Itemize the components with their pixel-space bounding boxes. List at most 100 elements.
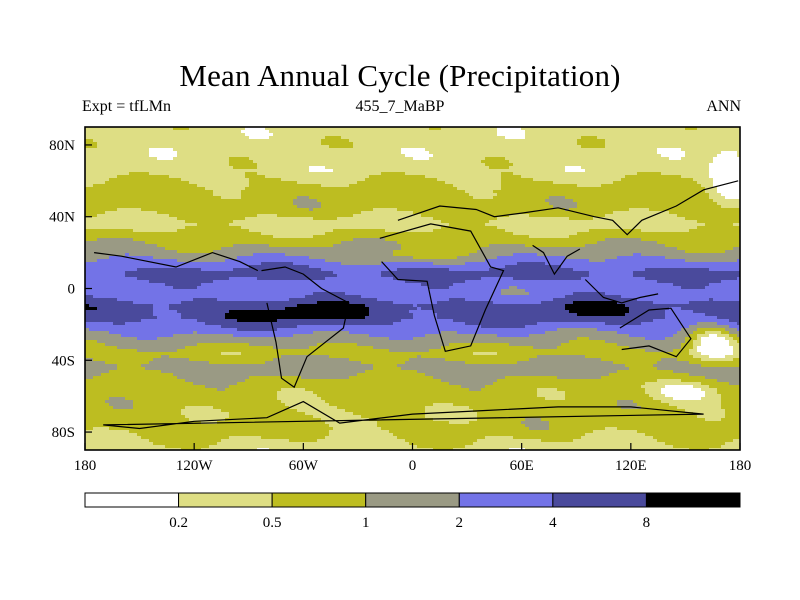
map-cell <box>125 214 130 218</box>
map-cell <box>697 193 702 197</box>
map-cell <box>657 172 662 176</box>
map-cell <box>625 139 630 143</box>
map-cell <box>205 127 210 131</box>
map-cell <box>561 187 566 191</box>
map-cell <box>345 193 350 197</box>
map-cell <box>469 181 474 185</box>
map-cell <box>385 169 390 173</box>
map-cell <box>637 151 642 155</box>
map-cell <box>241 199 246 203</box>
map-cell <box>709 142 714 146</box>
map-cell <box>565 148 570 152</box>
map-cell <box>241 184 246 188</box>
map-cell <box>429 151 434 155</box>
map-cell <box>609 166 614 170</box>
map-cell <box>729 190 734 194</box>
map-cell <box>213 130 218 134</box>
map-cell <box>717 187 722 191</box>
map-cell <box>409 139 414 143</box>
map-cell <box>729 157 734 161</box>
map-cell <box>213 217 218 221</box>
map-cell <box>505 130 510 134</box>
map-cell <box>257 196 262 200</box>
map-cell <box>173 196 178 200</box>
map-cell <box>489 142 494 146</box>
map-cell <box>633 193 638 197</box>
map-cell <box>257 211 262 215</box>
map-cell <box>713 151 718 155</box>
map-cell <box>701 172 706 176</box>
map-cell <box>253 190 258 194</box>
map-cell <box>685 142 690 146</box>
map-cell <box>185 196 190 200</box>
map-cell <box>645 160 650 164</box>
map-cell <box>393 130 398 134</box>
map-cell <box>329 187 334 191</box>
map-cell <box>221 136 226 140</box>
map-cell <box>625 154 630 158</box>
map-cell <box>621 154 626 158</box>
map-cell <box>525 205 530 209</box>
map-cell <box>493 133 498 137</box>
map-cell <box>369 139 374 143</box>
map-cell <box>141 217 146 221</box>
map-cell <box>729 172 734 176</box>
map-cell <box>697 148 702 152</box>
map-cell <box>613 187 618 191</box>
map-cell <box>705 205 710 209</box>
map-cell <box>189 133 194 137</box>
map-cell <box>621 148 626 152</box>
map-cell <box>441 148 446 152</box>
map-cell <box>305 139 310 143</box>
map-cell <box>593 178 598 182</box>
map-cell <box>489 157 494 161</box>
map-cell <box>553 172 558 176</box>
map-cell <box>141 160 146 164</box>
map-cell <box>729 148 734 152</box>
map-cell <box>217 139 222 143</box>
map-cell <box>569 169 574 173</box>
map-cell <box>193 175 198 179</box>
map-cell <box>137 199 142 203</box>
map-cell <box>721 196 726 200</box>
map-cell <box>441 157 446 161</box>
map-cell <box>689 184 694 188</box>
map-cell <box>153 154 158 158</box>
map-cell <box>509 214 514 218</box>
map-cell <box>337 181 342 185</box>
map-cell <box>373 205 378 209</box>
map-cell <box>225 208 230 212</box>
map-cell <box>737 160 741 164</box>
map-cell <box>537 163 542 167</box>
map-cell <box>529 205 534 209</box>
map-cell <box>485 127 490 131</box>
map-cell <box>633 148 638 152</box>
map-cell <box>649 175 654 179</box>
map-cell <box>633 133 638 137</box>
map-cell <box>585 151 590 155</box>
map-cell <box>573 157 578 161</box>
map-cell <box>433 181 438 185</box>
map-cell <box>85 193 90 197</box>
map-cell <box>261 127 266 131</box>
map-cell <box>633 175 638 179</box>
map-cell <box>85 139 90 143</box>
map-cell <box>245 163 250 167</box>
map-cell <box>441 154 446 158</box>
map-cell <box>513 193 518 197</box>
map-cell <box>489 127 494 131</box>
map-cell <box>533 163 538 167</box>
map-cell <box>573 190 578 194</box>
map-cell <box>565 178 570 182</box>
map-cell <box>573 163 578 167</box>
map-cell <box>181 187 186 191</box>
map-cell <box>301 148 306 152</box>
map-cell <box>421 172 426 176</box>
map-cell <box>645 142 650 146</box>
map-cell <box>113 193 118 197</box>
map-cell <box>685 154 690 158</box>
map-cell <box>145 136 150 140</box>
map-cell <box>409 154 414 158</box>
map-cell <box>633 145 638 149</box>
map-cell <box>709 151 714 155</box>
